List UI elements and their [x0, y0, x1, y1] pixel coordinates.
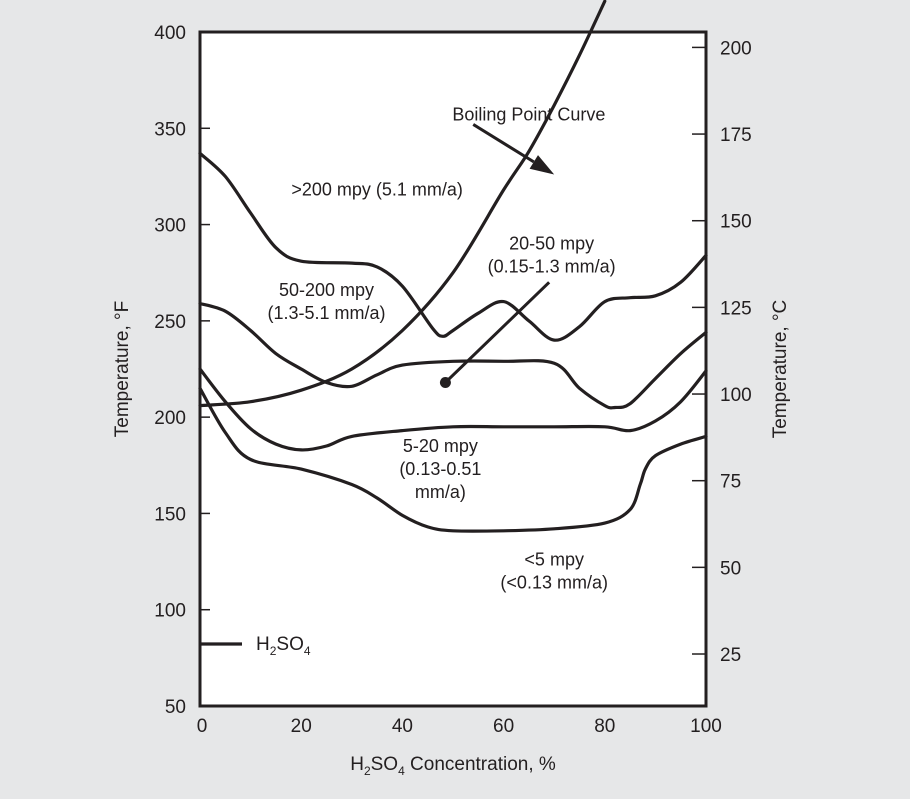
- right-tick-label: 50: [720, 558, 741, 579]
- series-layer: [198, 0, 708, 533]
- right-axis: 25 50 75 100 125 150 175 200: [692, 38, 752, 666]
- annotation-gt200: >200 mpy (5.1 mm/a): [291, 180, 463, 200]
- right-tick-label: 125: [720, 298, 752, 319]
- r20-50-pointer-line: [444, 281, 551, 384]
- x-tick-label: 40: [392, 716, 413, 737]
- x-tick-label: 80: [594, 716, 615, 737]
- x-tick-label: 100: [690, 716, 722, 737]
- series-line-iso-50: [198, 301, 708, 410]
- annotation-r50-200: 50-200 mpy (1.3-5.1 mm/a): [267, 280, 385, 323]
- left-axis: 50 100 150 200 250 300 350 400: [154, 23, 210, 718]
- annotation-r20-50: 20-50 mpy (0.15-1.3 mm/a): [488, 234, 616, 277]
- annotation-layer: Boiling Point Curve >200 mpy (5.1 mm/a) 20…: [267, 105, 615, 593]
- x-tick-label: 20: [291, 716, 312, 737]
- annotation-boiling: Boiling Point Curve: [452, 105, 605, 125]
- left-tick-label: 200: [154, 408, 186, 429]
- left-tick-label: 300: [154, 216, 186, 237]
- right-tick-label: 150: [720, 212, 752, 233]
- right-tick-label: 100: [720, 385, 752, 406]
- r20-50-pointer-dot: [439, 376, 451, 388]
- legend-label: H2SO4: [256, 634, 311, 658]
- series-line-iso-200: [198, 151, 708, 342]
- x-tick-label: 0: [197, 716, 208, 737]
- plot-area: [198, 30, 708, 708]
- right-tick-label: 75: [720, 472, 741, 493]
- left-tick-label: 350: [154, 119, 186, 140]
- annotation-lt5: <5 mpy (<0.13 mm/a): [500, 549, 608, 592]
- annotation-r5-20: 5-20 mpy (0.13-0.51 mm/a): [399, 436, 481, 502]
- boiling-arrow-shaft: [472, 123, 535, 164]
- x-axis-title: H2SO4 Concentration, %: [350, 754, 556, 778]
- right-tick-label: 175: [720, 125, 752, 146]
- y-axis-title-right: Temperature, °C: [770, 300, 791, 439]
- series-line-iso-5: [198, 367, 708, 452]
- left-tick-label: 50: [165, 697, 186, 718]
- bottom-axis: 0 20 40 60 80 100: [197, 716, 722, 737]
- series-line-iso-5-lower: [198, 386, 708, 533]
- arrow-layer: [439, 123, 555, 388]
- x-tick-label: 60: [493, 716, 514, 737]
- series-line-boiling-point: [198, 0, 607, 408]
- left-tick-label: 100: [154, 601, 186, 622]
- right-tick-label: 200: [720, 38, 752, 59]
- y-axis-title-left: Temperature, °F: [112, 301, 133, 437]
- right-tick-label: 25: [720, 645, 741, 666]
- left-tick-label: 400: [154, 23, 186, 44]
- left-tick-label: 250: [154, 312, 186, 333]
- boiling-arrow-head: [529, 155, 555, 175]
- left-tick-label: 150: [154, 504, 186, 525]
